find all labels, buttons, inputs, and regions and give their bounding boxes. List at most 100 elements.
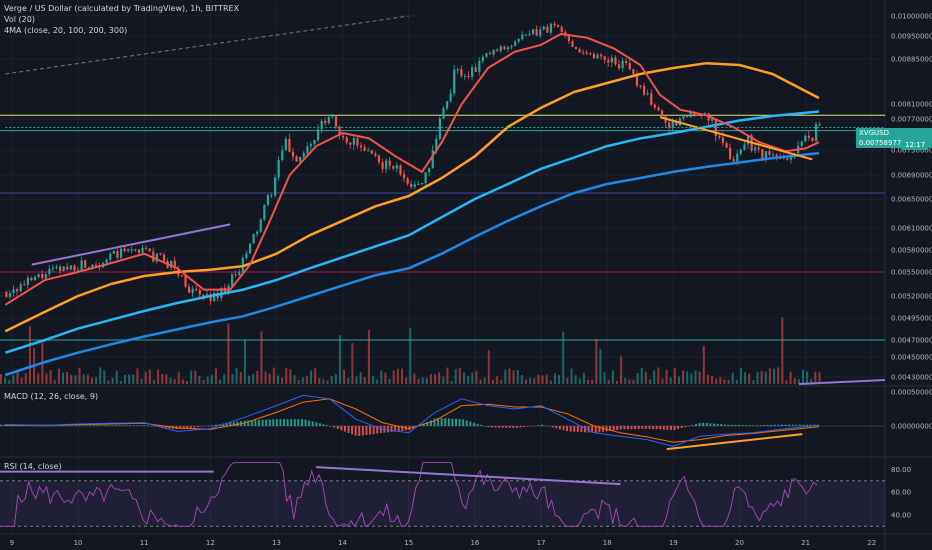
volume-bar [190,370,193,384]
macd-histogram-bar [207,425,210,427]
volume-bar [760,371,763,384]
candle-body [334,116,338,127]
volume-bar [599,349,602,384]
candle-body [69,265,72,270]
volume-bar [553,373,556,384]
macd-histogram-bar [35,425,38,427]
x-tick-label: 17 [537,539,546,547]
volume-bar [512,370,515,384]
volume-bar [409,327,412,384]
volume-bar [520,374,523,384]
volume-bar [4,377,7,384]
macd-histogram-bar [462,419,465,426]
volume-bar [186,380,189,384]
candle-body [399,165,402,175]
volume-bar [768,368,771,384]
macd-histogram-bar [648,426,651,429]
macd-histogram-bar [164,426,167,428]
candle-body [754,147,757,151]
chart-title: Verge / US Dollar (calculated by Trading… [4,4,240,13]
candle-body [5,292,8,297]
macd-histogram-bar [118,425,121,426]
macd-histogram-bar [809,424,812,426]
volume-bar [483,377,486,384]
candle-body [732,159,735,162]
macd-histogram-bar [576,426,579,432]
volume-bar [70,374,73,384]
macd-histogram-bar [734,424,737,426]
candle-body [625,60,628,64]
macd-histogram-bar [351,426,354,435]
candle-body [517,39,520,42]
volume-bar [785,380,788,384]
macd-histogram-bar [505,426,508,428]
volume-bar [74,375,77,384]
volume-bar [301,377,304,384]
candle-body [191,288,194,293]
candle-body [711,118,714,121]
volume-bar [206,376,209,384]
macd-histogram-bar [429,420,432,426]
volume-bar [293,375,296,384]
candle-body [628,63,631,70]
macd-histogram-bar [53,425,56,427]
macd-histogram-bar [64,425,67,427]
volume-bar [359,372,362,384]
candle-body [553,23,556,26]
candle-body [392,165,395,169]
macd-histogram-bar [598,426,601,433]
macd-histogram-bar [78,425,81,426]
candle-body [424,172,427,184]
y-tick-label: 0.00810000 [891,101,932,109]
x-tick-label: 15 [404,539,413,547]
macd-histogram-bar [193,426,196,428]
macd-histogram-bar [555,426,558,429]
candle-body [449,93,452,102]
volume-bar [595,339,598,384]
volume-bar [326,380,329,384]
macd-histogram-bar [716,423,719,426]
candle-body [650,93,653,105]
x-tick-label: 11 [140,539,149,547]
candle-body [420,183,424,185]
candle-body [564,31,567,36]
volume-bar [268,373,271,384]
macd-histogram-bar [444,418,447,426]
macd-tick-label: 0.00000000 [891,423,932,431]
candle-body [320,120,323,130]
macd-histogram-bar [32,425,35,427]
macd-histogram-bar [297,419,300,426]
macd-histogram-bar [315,422,318,426]
candle-body [256,231,259,235]
macd-histogram-bar [290,419,293,426]
candle-body [456,69,459,71]
macd-histogram-bar [200,426,203,427]
macd-histogram-bar [544,425,547,427]
volume-bar [214,368,217,384]
volume-bar [735,379,738,384]
volume-bar [334,374,337,384]
volume-bar [281,377,284,384]
macd-histogram-bar [641,426,644,429]
macd-histogram-bar [326,425,329,426]
candle-body [772,154,775,156]
y-tick-label: 0.00610000 [891,225,932,233]
candle-body [241,257,244,272]
candle-body [273,177,277,196]
candle-body [198,290,201,295]
macd-histogram-bar [540,424,543,426]
candle-body [721,137,725,143]
candle-body [87,267,90,269]
volume-bar [20,377,23,384]
candle-body [62,266,65,271]
macd-histogram-bar [612,426,615,431]
candle-body [105,259,108,263]
volume-bar [24,373,27,384]
macd-histogram-bar [125,425,128,426]
macd-histogram-bar [433,418,436,426]
macd-histogram-bar [329,426,332,427]
volume-bar [256,370,259,384]
macd-histogram-bar [709,423,712,426]
candle-body [141,247,144,253]
